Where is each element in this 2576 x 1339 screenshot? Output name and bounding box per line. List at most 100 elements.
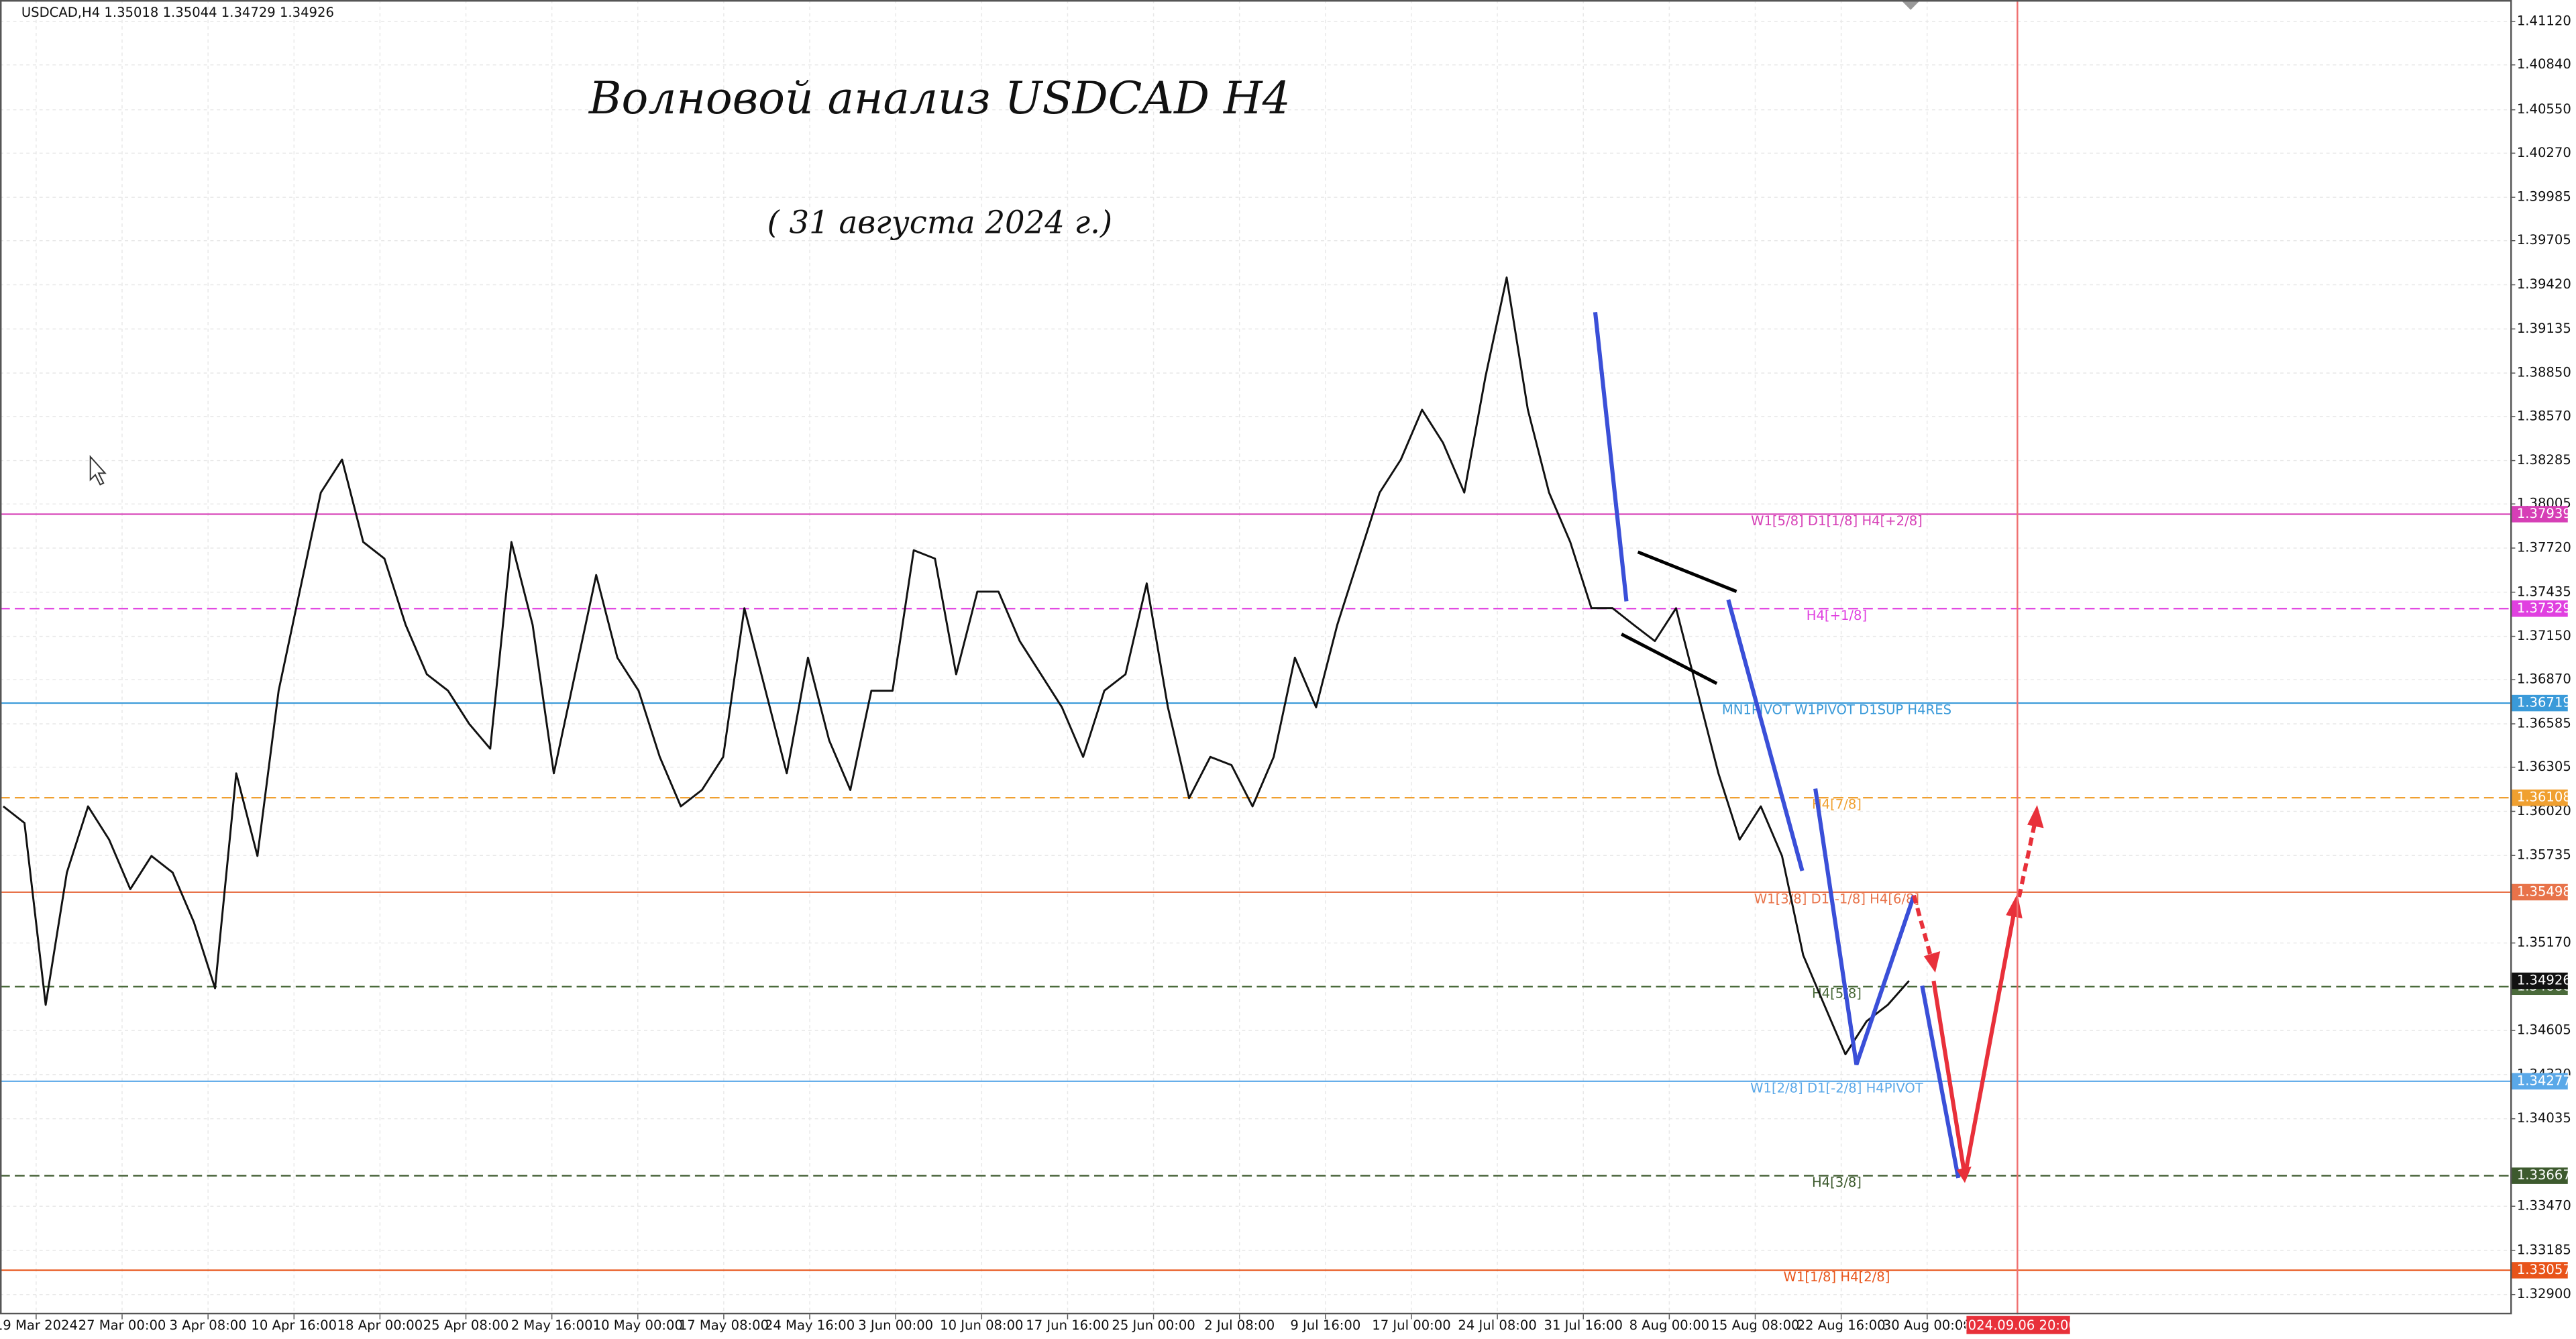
level-price-box: [2512, 600, 2568, 617]
x-tick-label: 3 Apr 08:00: [170, 1318, 247, 1333]
level-label: H4[+1/8]: [1807, 608, 1867, 623]
x-tick-label: 10 May 00:00: [593, 1318, 683, 1333]
x-tick-label: 27 Mar 00:00: [78, 1318, 166, 1333]
y-tick-label: 1.39135: [2517, 321, 2571, 336]
wave-line: [1920, 985, 1961, 1179]
y-tick-label: 1.34035: [2517, 1110, 2571, 1126]
y-tick-label: 1.37150: [2517, 628, 2571, 643]
x-tick-label: 15 Aug 08:00: [1711, 1318, 1799, 1333]
y-tick-label: 1.37720: [2517, 539, 2571, 555]
level-price-box: [2512, 1073, 2568, 1090]
level-label: W1[5/8] D1[1/8] H4[+2/8]: [1751, 513, 1923, 529]
y-tick-label: 1.36305: [2517, 759, 2571, 774]
level-label: H4[5/8]: [1812, 985, 1862, 1001]
level-price: 1.33057: [2517, 1262, 2571, 1277]
level-price: 1.36108: [2517, 790, 2571, 805]
cursor-time-box: [1966, 1316, 2070, 1334]
arrow-head: [2027, 805, 2044, 828]
level-label: MN1PIVOT W1PIVOT D1SUP H4RES: [1722, 702, 1951, 718]
y-tick-label: 1.35170: [2517, 934, 2571, 950]
channel-line: [1621, 633, 1718, 685]
level-price: 1.36719: [2517, 695, 2571, 710]
x-tick-label: 22 Aug 16:00: [1797, 1318, 1886, 1333]
wave-line: [1813, 788, 1916, 1065]
x-tick-label: 2 May 16:00: [511, 1318, 593, 1333]
level-price-box: [2512, 506, 2568, 523]
price-series: [2, 276, 1910, 1056]
price-line: [2, 276, 1910, 1056]
y-tick-label: 1.37435: [2517, 584, 2571, 599]
x-tick-label: 25 Jun 00:00: [1112, 1318, 1195, 1333]
x-tick-label: 19 Mar 2024: [0, 1318, 78, 1333]
forecast-line: [1912, 894, 1934, 962]
x-tick-label: 24 Jul 08:00: [1458, 1318, 1536, 1333]
cursor-time: 2024.09.06 20:00: [1960, 1318, 2077, 1333]
y-tick-label: 1.40840: [2517, 56, 2571, 72]
level-price-box: [2512, 1167, 2568, 1184]
x-tick-label: 10 Apr 16:00: [251, 1318, 337, 1333]
x-tick-label: 24 May 16:00: [765, 1318, 855, 1333]
x-tick-label: 25 Apr 08:00: [423, 1318, 509, 1333]
y-tick-label: 1.35735: [2517, 847, 2571, 863]
arrow-head: [1923, 951, 1941, 973]
level-price: 1.37329: [2517, 600, 2571, 616]
level-price: 1.37939: [2517, 506, 2571, 521]
y-tick-label: 1.41120: [2517, 13, 2571, 29]
y-tick-label: 1.36870: [2517, 672, 2571, 687]
x-tick-label: 18 Apr 00:00: [337, 1318, 423, 1333]
current-price-box: [2512, 972, 2568, 989]
level-label: H4[7/8]: [1812, 797, 1862, 812]
level-price: 1.34277: [2517, 1073, 2571, 1088]
x-tick-label: 2 Jul 08:00: [1204, 1318, 1275, 1333]
forecast-line: [2017, 819, 2038, 898]
y-tick-label: 1.40550: [2517, 101, 2571, 117]
title: Волновой анализ USDCAD H4: [588, 72, 1291, 124]
level-price-box: [2512, 694, 2568, 712]
subtitle: ( 31 августа 2024 г.): [767, 205, 1112, 241]
x-tick-label: 17 Jul 00:00: [1372, 1318, 1450, 1333]
level-label: W1[2/8] D1[-2/8] H4PIVOT: [1750, 1080, 1924, 1095]
plot-border: [0, 0, 2512, 1315]
x-tick-label: 17 May 08:00: [679, 1318, 769, 1333]
y-tick-label: 1.38285: [2517, 452, 2571, 468]
y-tick-label: 1.39985: [2517, 189, 2571, 205]
level-price-box: [2512, 1262, 2568, 1279]
axes: 1.41120 1.40840 1.40550 1.40270 1.39985 1.397…: [0, 13, 2571, 1334]
y-tick-label: 1.39420: [2517, 276, 2571, 292]
level-price-box: [2512, 883, 2568, 901]
current-price: 1.34926: [2517, 973, 2571, 988]
shift-marker: [1900, 0, 1921, 10]
y-tick-label: 1.36585: [2517, 716, 2571, 731]
wave-line: [1593, 311, 1629, 602]
x-tick-label: 9 Jul 16:00: [1290, 1318, 1360, 1333]
mouse-cursor: [89, 455, 107, 486]
x-tick-label: 10 Jun 08:00: [940, 1318, 1023, 1333]
x-tick-label: 17 Jun 16:00: [1026, 1318, 1109, 1333]
level-label: H4[3/8]: [1812, 1175, 1862, 1190]
y-tick-label: 1.38570: [2517, 408, 2571, 423]
x-tick-label: 30 Aug 00:00: [1883, 1318, 1972, 1333]
y-tick-label: 1.40270: [2517, 145, 2571, 160]
y-tick-label: 1.32900: [2517, 1286, 2571, 1301]
header: USDCAD,H4 1.35018 1.35044 1.34729 1.3492…: [21, 5, 334, 20]
wave-markup: [1593, 311, 2044, 1183]
grid: [0, 0, 2511, 1315]
x-tick-label: 3 Jun 00:00: [858, 1318, 933, 1333]
y-tick-label: 1.33470: [2517, 1198, 2571, 1214]
levels: W1[5/8] D1[1/8] H4[+2/8] H4[+1/8] MN1PIVOT…: [0, 513, 2511, 1285]
y-tick-label: 1.36020: [2517, 803, 2571, 818]
y-tick-label: 1.39705: [2517, 232, 2571, 248]
level-price: 1.35498: [2517, 883, 2571, 899]
x-tick-label: 31 Jul 16:00: [1544, 1318, 1623, 1333]
x-tick-label: 8 Aug 00:00: [1629, 1318, 1710, 1333]
y-tick-label: 1.38850: [2517, 365, 2571, 380]
y-tick-label: 1.33185: [2517, 1242, 2571, 1257]
level-label: W1[1/8] H4[2/8]: [1784, 1269, 1890, 1285]
level-label: W1[3/8] D1[-1/8] H4[6/8]: [1754, 891, 1919, 906]
channel-line: [1637, 550, 1737, 593]
y-tick-label: 1.34605: [2517, 1022, 2571, 1038]
wave-line: [1726, 599, 1805, 871]
